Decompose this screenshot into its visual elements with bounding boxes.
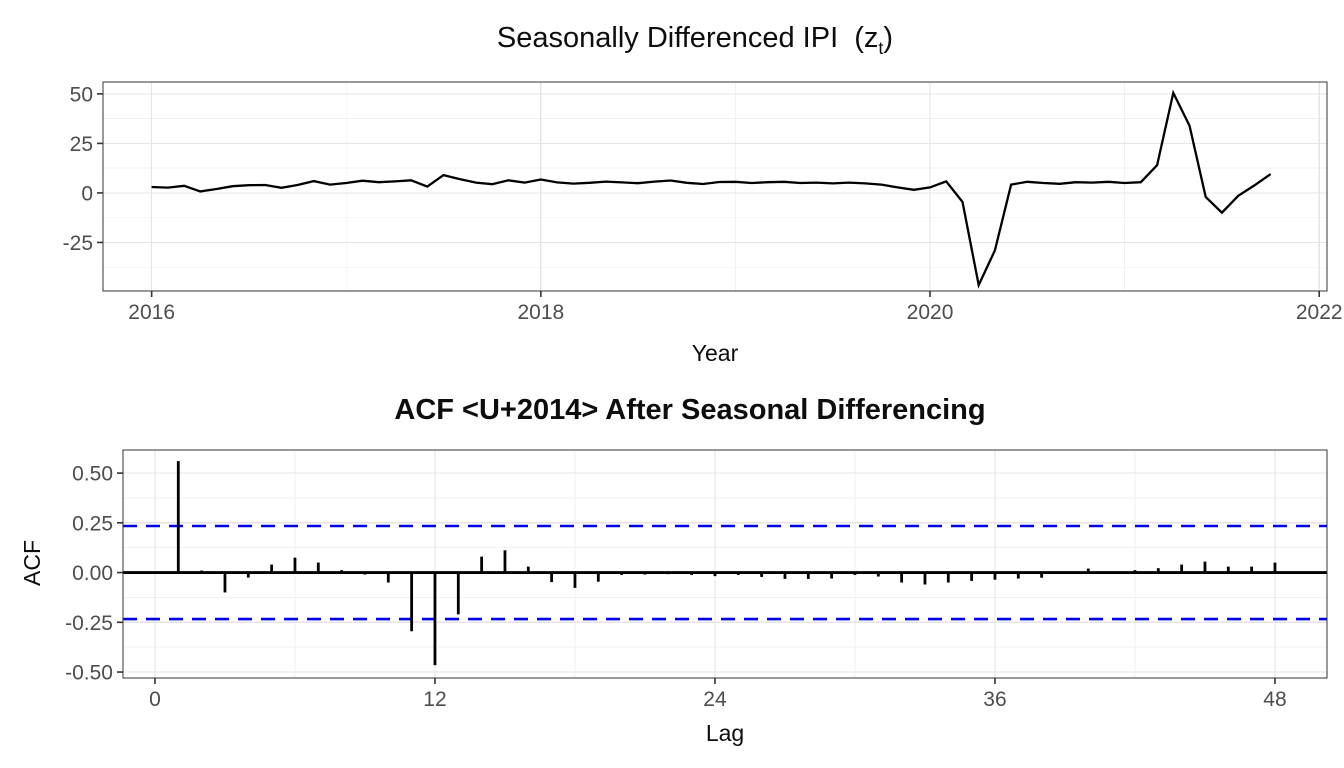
panel-border	[122, 449, 1328, 679]
chart2-title: ACF <U+2014> After Seasonal Differencing	[394, 394, 986, 426]
y-tick-label: 0	[81, 182, 93, 205]
y-tick-label: 0.50	[72, 463, 113, 486]
grid-major	[123, 450, 1327, 678]
grid-major	[103, 82, 1327, 291]
y-tick-label: -0.50	[65, 662, 113, 685]
x-tick-label: 24	[703, 688, 727, 711]
chart1-timeseries-plot: 50 25 0 -25 2016 2018 2020 2022	[63, 81, 1343, 324]
chart1-xaxis-title: Year	[691, 340, 739, 366]
chart2-xaxis-title: Lag	[705, 720, 745, 746]
y-tick-label: 50	[70, 83, 93, 106]
chart1-title-close: )	[883, 22, 894, 54]
grid-minor	[123, 450, 1327, 678]
x-tick-label: 48	[1263, 688, 1286, 711]
grid-minor	[103, 82, 1327, 291]
y-tick-label: -25	[63, 232, 93, 255]
acf-bars	[176, 461, 1277, 666]
x-tick-label: 36	[983, 688, 1006, 711]
y-tick-label: -0.25	[65, 612, 113, 635]
x-tick-label: 2018	[517, 301, 564, 324]
axis-ticks: 0.50 0.25 0.00 -0.25 -0.50 0 12 24 36 48	[65, 463, 1287, 711]
x-tick-label: 2016	[128, 301, 175, 324]
timeseries-line	[151, 89, 1272, 289]
panel-border	[102, 81, 1328, 292]
y-tick-label: 0.25	[72, 512, 113, 535]
y-tick-label: 25	[70, 133, 93, 156]
chart1-title: Seasonally Differenced IPI (zt)	[0, 22, 1344, 59]
x-tick-label: 0	[149, 688, 161, 711]
x-tick-label: 2022	[1296, 301, 1343, 324]
chart2-yaxis-title: ACF	[19, 540, 45, 586]
chart1-title-subscript: t	[878, 37, 884, 58]
x-tick-label: 2020	[907, 301, 954, 324]
x-tick-label: 12	[423, 688, 446, 711]
chart1-title-text: Seasonally Differenced IPI (z	[496, 22, 879, 54]
y-tick-label: 0.00	[72, 562, 113, 585]
axis-ticks: 50 25 0 -25 2016 2018 2020 2022	[63, 83, 1343, 324]
